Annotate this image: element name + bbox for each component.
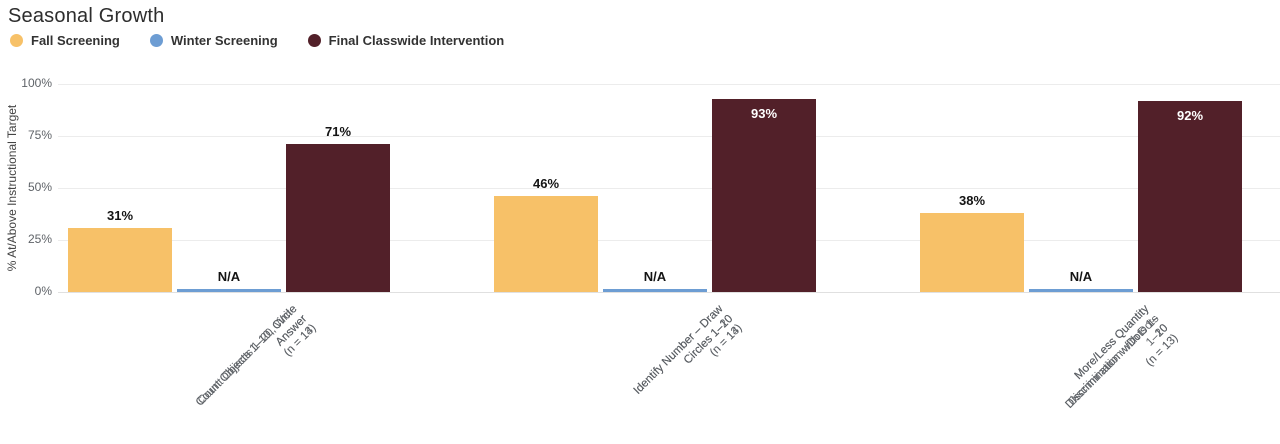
legend-label: Final Classwide Intervention	[328, 33, 505, 48]
y-tick-label: 25%	[27, 232, 52, 246]
legend-dot-winter-screening-icon	[149, 34, 163, 47]
gridline	[58, 136, 1280, 137]
bar-value-label: 93%	[750, 106, 778, 121]
bar-value-label: 92%	[1176, 108, 1204, 123]
legend-item-winter-screening[interactable]: Winter Screening	[149, 33, 278, 48]
bar-value-label: 71%	[324, 124, 352, 139]
bar-value-label: N/A	[643, 269, 667, 284]
gridline	[58, 240, 1280, 241]
legend-item-final-classwide-intervention[interactable]: Final Classwide Intervention	[307, 33, 505, 48]
bar-winter-screening[interactable]	[1029, 289, 1133, 292]
legend: Fall Screening Winter Screening Final Clas…	[10, 33, 504, 48]
legend-dot-final-classwide-intervention-icon	[307, 34, 321, 47]
bar-value-label: 31%	[106, 208, 134, 223]
bar-value-label: N/A	[217, 269, 241, 284]
y-tick-label: 0%	[34, 284, 52, 298]
x-axis-label: More/Less Quantity Discrimination w/Dots …	[931, 303, 1181, 444]
legend-label: Fall Screening	[31, 33, 120, 48]
y-tick-label: 100%	[21, 76, 52, 90]
gridline	[58, 188, 1280, 189]
legend-item-fall-screening[interactable]: Fall Screening	[10, 33, 120, 48]
bar-final-classwide-intervention[interactable]	[1138, 101, 1242, 292]
bar-winter-screening[interactable]	[603, 289, 707, 292]
x-axis-label: Identify Number – Draw Circles 1–10 (n = 1…	[505, 303, 746, 444]
y-tick-label: 75%	[27, 128, 52, 142]
bar-final-classwide-intervention[interactable]	[712, 99, 816, 292]
bar-fall-screening[interactable]	[68, 228, 172, 292]
bar-winter-screening[interactable]	[177, 289, 281, 292]
bar-value-label: 46%	[532, 176, 560, 191]
bar-value-label: 38%	[958, 193, 986, 208]
gridline	[58, 84, 1280, 85]
gridline	[58, 292, 1280, 293]
y-tick-label: 50%	[27, 180, 52, 194]
legend-dot-fall-screening-icon	[10, 34, 23, 47]
bar-final-classwide-intervention[interactable]	[286, 144, 390, 292]
legend-label: Winter Screening	[170, 33, 278, 48]
bar-value-label: N/A	[1069, 269, 1093, 284]
chart-title: Seasonal Growth	[8, 5, 165, 27]
bar-fall-screening[interactable]	[494, 196, 598, 292]
bar-fall-screening[interactable]	[920, 213, 1024, 292]
x-axis-label: Count Objects 1–10, Circle Answer (n = 14)	[79, 303, 320, 444]
